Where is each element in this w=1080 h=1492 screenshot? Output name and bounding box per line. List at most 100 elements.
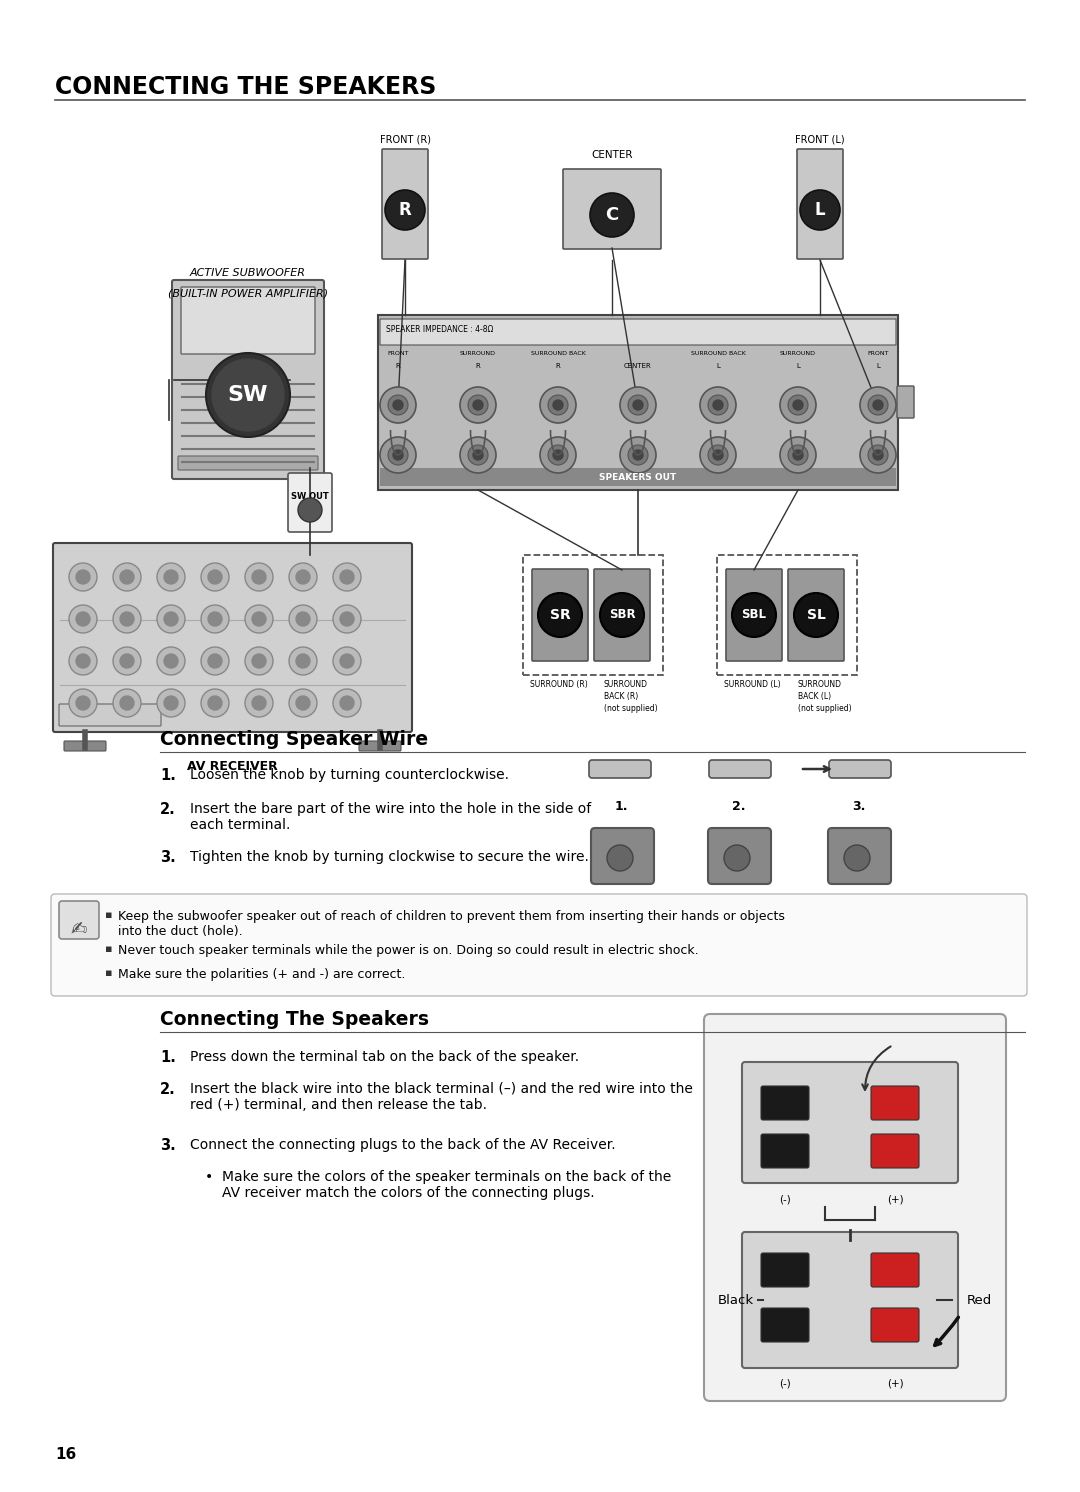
Circle shape: [120, 695, 134, 710]
Text: FRONT (L): FRONT (L): [795, 134, 845, 145]
Text: Loosen the knob by turning counterclockwise.: Loosen the knob by turning counterclockw…: [190, 768, 509, 782]
Circle shape: [113, 562, 141, 591]
FancyBboxPatch shape: [870, 1086, 919, 1120]
Circle shape: [388, 395, 408, 415]
Circle shape: [201, 648, 229, 674]
Circle shape: [553, 400, 563, 410]
Text: SW: SW: [228, 385, 268, 404]
FancyBboxPatch shape: [53, 543, 411, 733]
Circle shape: [164, 695, 178, 710]
Circle shape: [120, 612, 134, 627]
Text: SBR: SBR: [609, 609, 635, 622]
FancyBboxPatch shape: [761, 1086, 809, 1120]
Circle shape: [868, 445, 888, 466]
Circle shape: [252, 570, 266, 583]
Circle shape: [289, 648, 318, 674]
Circle shape: [788, 445, 808, 466]
Text: Insert the bare part of the wire into the hole in the side of
each terminal.: Insert the bare part of the wire into th…: [190, 803, 591, 833]
Text: (+): (+): [887, 1379, 903, 1389]
Circle shape: [393, 400, 403, 410]
Text: CENTER: CENTER: [624, 363, 652, 369]
Circle shape: [69, 604, 97, 633]
Circle shape: [296, 570, 310, 583]
Circle shape: [157, 604, 185, 633]
Text: (not supplied): (not supplied): [798, 704, 852, 713]
Text: R: R: [399, 201, 411, 219]
Circle shape: [201, 689, 229, 718]
Circle shape: [473, 451, 483, 460]
FancyBboxPatch shape: [359, 742, 401, 750]
Circle shape: [245, 604, 273, 633]
Circle shape: [333, 604, 361, 633]
Circle shape: [69, 562, 97, 591]
Circle shape: [860, 386, 896, 424]
FancyBboxPatch shape: [589, 759, 651, 777]
Text: SURROUND: SURROUND: [798, 680, 842, 689]
FancyBboxPatch shape: [59, 704, 161, 727]
FancyBboxPatch shape: [726, 568, 782, 661]
Text: 1.: 1.: [160, 1050, 176, 1065]
Circle shape: [380, 437, 416, 473]
Text: Connect the connecting plugs to the back of the AV Receiver.: Connect the connecting plugs to the back…: [190, 1138, 616, 1152]
Circle shape: [245, 689, 273, 718]
Circle shape: [289, 562, 318, 591]
Text: R: R: [475, 363, 481, 369]
FancyBboxPatch shape: [829, 759, 891, 777]
Text: Make sure the polarities (+ and -) are correct.: Make sure the polarities (+ and -) are c…: [118, 968, 405, 982]
Circle shape: [384, 189, 426, 230]
FancyBboxPatch shape: [870, 1253, 919, 1288]
Text: 2.: 2.: [732, 800, 745, 813]
Circle shape: [340, 570, 354, 583]
Text: SURROUND (L): SURROUND (L): [724, 680, 781, 689]
Circle shape: [113, 604, 141, 633]
Circle shape: [201, 604, 229, 633]
Circle shape: [633, 451, 643, 460]
Text: SBL: SBL: [742, 609, 767, 622]
Text: C: C: [606, 206, 619, 224]
Circle shape: [296, 695, 310, 710]
FancyBboxPatch shape: [704, 1015, 1005, 1401]
Circle shape: [393, 451, 403, 460]
Circle shape: [245, 648, 273, 674]
Circle shape: [548, 445, 568, 466]
Circle shape: [473, 400, 483, 410]
FancyBboxPatch shape: [178, 457, 318, 470]
FancyBboxPatch shape: [870, 1134, 919, 1168]
FancyBboxPatch shape: [870, 1308, 919, 1341]
Text: Insert the black wire into the black terminal (–) and the red wire into the
red : Insert the black wire into the black ter…: [190, 1082, 693, 1112]
Text: CENTER: CENTER: [591, 151, 633, 160]
FancyBboxPatch shape: [380, 468, 896, 486]
FancyBboxPatch shape: [761, 1253, 809, 1288]
Text: BACK (R): BACK (R): [604, 692, 638, 701]
Text: 2.: 2.: [160, 803, 176, 818]
FancyBboxPatch shape: [172, 280, 324, 479]
FancyBboxPatch shape: [761, 1134, 809, 1168]
FancyBboxPatch shape: [708, 828, 771, 883]
Circle shape: [113, 689, 141, 718]
FancyBboxPatch shape: [788, 568, 843, 661]
Text: 3.: 3.: [160, 1138, 176, 1153]
Circle shape: [713, 451, 723, 460]
Circle shape: [252, 612, 266, 627]
Text: SURROUND: SURROUND: [460, 351, 496, 357]
Circle shape: [69, 689, 97, 718]
Circle shape: [212, 360, 284, 431]
Text: ✍: ✍: [71, 921, 87, 938]
Circle shape: [540, 386, 576, 424]
Text: (+): (+): [887, 1194, 903, 1204]
Circle shape: [708, 445, 728, 466]
Text: 3.: 3.: [852, 800, 865, 813]
Text: SPEAKER IMPEDANCE : 4-8Ω: SPEAKER IMPEDANCE : 4-8Ω: [386, 325, 494, 334]
Text: FRONT (R): FRONT (R): [379, 134, 431, 145]
Text: Make sure the colors of the speaker terminals on the back of the
AV receiver mat: Make sure the colors of the speaker term…: [222, 1170, 672, 1200]
Text: SURROUND BACK: SURROUND BACK: [530, 351, 585, 357]
Text: SPEAKERS OUT: SPEAKERS OUT: [599, 473, 677, 482]
Circle shape: [164, 570, 178, 583]
FancyBboxPatch shape: [378, 315, 897, 489]
Circle shape: [252, 695, 266, 710]
Text: Red: Red: [967, 1294, 993, 1307]
Text: L: L: [716, 363, 720, 369]
FancyBboxPatch shape: [51, 894, 1027, 997]
Text: •: •: [205, 1170, 213, 1185]
Text: SL: SL: [807, 609, 825, 622]
